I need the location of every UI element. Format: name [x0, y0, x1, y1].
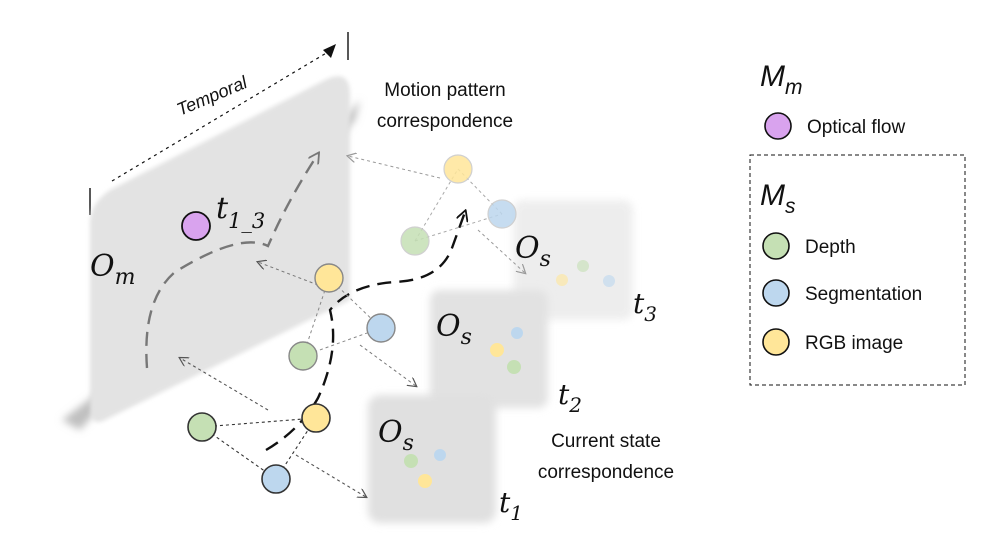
segmentation-node [366, 313, 396, 343]
legend-mm-title: Mm [760, 60, 803, 99]
os-panel-t2 [430, 290, 548, 408]
legend-rgb-swatch [762, 328, 790, 356]
legend-depth-swatch [762, 232, 790, 260]
depth-node [187, 412, 217, 442]
t2-label: t2 [558, 378, 582, 417]
temporal-axis [89, 32, 349, 215]
optical-flow-node [181, 211, 211, 241]
motion-correspondence-label-line1: Motion pattern [384, 80, 505, 101]
legend-rgb-label: RGB image [805, 333, 903, 354]
current-correspondence-label-line1: Current state [551, 431, 661, 452]
os-label-t1: Os [378, 415, 414, 456]
rgb-node [443, 154, 473, 184]
node-cluster-t3 [400, 154, 517, 256]
os-panel-t1 [368, 395, 496, 523]
t3-label: t3 [633, 287, 657, 326]
legend-optical-flow-swatch [764, 112, 792, 140]
segmentation-node [261, 464, 291, 494]
depth-node [400, 226, 430, 256]
om-label: Om [90, 249, 135, 290]
os-label-t2: Os [436, 309, 472, 350]
t13-label: t1_3 [216, 191, 265, 233]
current-correspondence-label-line2: correspondence [538, 462, 674, 483]
legend-ms-title: Ms [760, 179, 796, 218]
legend-optical-flow-label: Optical flow [807, 117, 905, 138]
motion-trajectory [145, 154, 318, 369]
os-label-t3: Os [515, 231, 551, 272]
rgb-node [301, 403, 331, 433]
legend-segmentation-label: Segmentation [805, 284, 922, 305]
node-cluster-t2 [288, 263, 396, 371]
temporal-label: Temporal [174, 72, 251, 120]
legend-ms-box [749, 154, 966, 386]
temporal-arrowhead [323, 44, 336, 58]
rgb-node [314, 263, 344, 293]
legend-segmentation-swatch [762, 279, 790, 307]
os-panel-t3 [513, 200, 633, 320]
node-cluster-t1 [187, 403, 331, 494]
legend-depth-label: Depth [805, 237, 856, 258]
t1-label: t1 [499, 486, 523, 525]
legend: Mm Optical flow Ms Depth Segmentation RG… [749, 60, 966, 386]
depth-node [288, 341, 318, 371]
segmentation-node [487, 199, 517, 229]
motion-correspondence-label-line2: correspondence [377, 111, 513, 132]
